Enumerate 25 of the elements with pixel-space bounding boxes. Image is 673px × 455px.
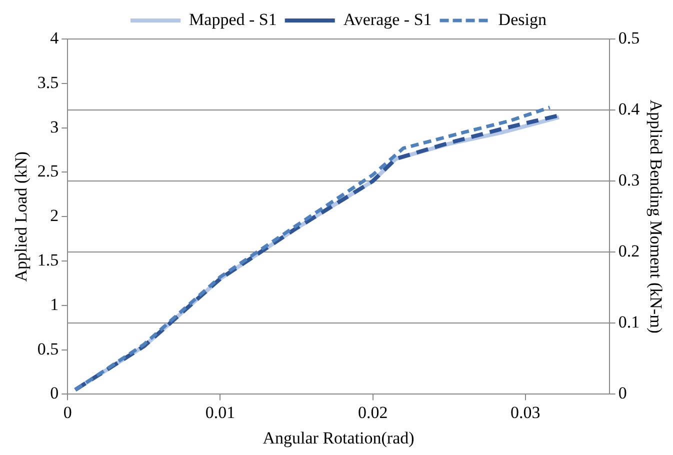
y2-tick-label: 0.5 [618, 28, 640, 48]
legend-label: Mapped - S1 [189, 10, 277, 29]
y-tick-label: 2.5 [37, 162, 59, 181]
y-tick-label: 2 [50, 206, 59, 226]
y2-tick-label: 0 [618, 384, 627, 403]
y2-tick-label: 0.4 [618, 100, 640, 119]
y-tick-label: 0 [50, 384, 59, 403]
y2-tick-label: 0.2 [618, 242, 640, 261]
y2-tick-label: 0.3 [618, 170, 640, 190]
y-axis-title: Applied Load (kN) [12, 151, 31, 282]
x-tick-label: 0.03 [510, 402, 540, 422]
x-axis-title: Angular Rotation(rad) [262, 428, 414, 448]
y-tick-label: 1.5 [37, 250, 59, 270]
y2-axis-title: Applied Bending Moment (kN-m) [646, 100, 666, 334]
legend-label: Average - S1 [343, 10, 432, 29]
y-tick-label: 1 [50, 294, 59, 314]
y-tick-label: 4 [50, 28, 60, 48]
x-tick-label: 0 [63, 402, 72, 422]
x-tick-label: 0.02 [358, 402, 388, 422]
y-tick-label: 3 [50, 117, 59, 136]
y-tick-label: 0.5 [37, 339, 59, 358]
x-tick-label: 0.01 [205, 402, 236, 422]
legend-label: Design [498, 10, 547, 29]
y-tick-label: 3.5 [37, 72, 59, 92]
y2-tick-label: 0.1 [618, 312, 640, 332]
